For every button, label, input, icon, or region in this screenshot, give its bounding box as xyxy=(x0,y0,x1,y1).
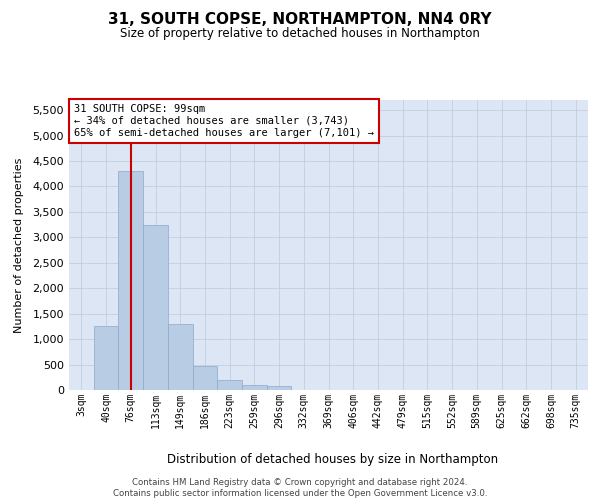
Bar xyxy=(193,366,217,390)
Bar xyxy=(168,324,193,390)
Bar xyxy=(118,171,143,390)
Text: Distribution of detached houses by size in Northampton: Distribution of detached houses by size … xyxy=(167,452,499,466)
Y-axis label: Number of detached properties: Number of detached properties xyxy=(14,158,24,332)
Bar xyxy=(267,386,292,390)
Bar xyxy=(217,380,242,390)
Bar xyxy=(242,386,267,390)
Text: 31 SOUTH COPSE: 99sqm
← 34% of detached houses are smaller (3,743)
65% of semi-d: 31 SOUTH COPSE: 99sqm ← 34% of detached … xyxy=(74,104,374,138)
Bar xyxy=(94,326,118,390)
Text: 31, SOUTH COPSE, NORTHAMPTON, NN4 0RY: 31, SOUTH COPSE, NORTHAMPTON, NN4 0RY xyxy=(108,12,492,28)
Bar xyxy=(143,224,168,390)
Text: Contains HM Land Registry data © Crown copyright and database right 2024.
Contai: Contains HM Land Registry data © Crown c… xyxy=(113,478,487,498)
Text: Size of property relative to detached houses in Northampton: Size of property relative to detached ho… xyxy=(120,28,480,40)
